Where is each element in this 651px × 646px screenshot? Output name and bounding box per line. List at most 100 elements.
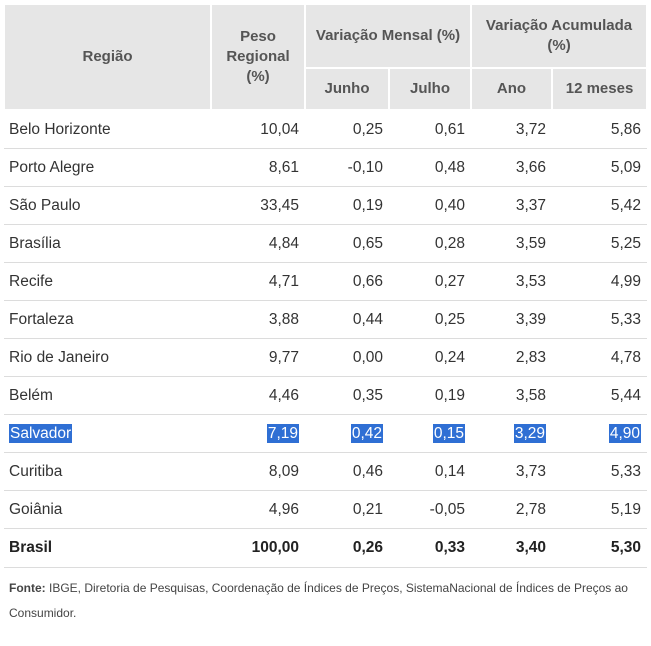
cell-junho: 0,44 (305, 300, 389, 339)
selected-text[interactable]: Salvador (9, 423, 73, 443)
cell-12-meses: 4,99 (552, 262, 648, 301)
cell-12-meses: 5,25 (552, 224, 648, 263)
cell-12-meses: 5,33 (552, 300, 648, 339)
cell-junho: 0,19 (305, 186, 389, 225)
cell-peso: 4,84 (211, 224, 305, 263)
cell-julho: 0,25 (389, 300, 472, 339)
table-row: Fortaleza 3,88 0,44 0,25 3,39 5,33 (4, 300, 648, 339)
cell-12-meses: 5,19 (552, 490, 648, 529)
cell-regiao: Brasília (4, 224, 211, 263)
cell-ano: 3,58 (471, 376, 553, 415)
cell-julho: 0,40 (389, 186, 472, 225)
cell-julho: 0,24 (389, 338, 472, 377)
cell-peso: 4,96 (211, 490, 305, 529)
cell-regiao: Recife (4, 262, 211, 301)
cell-junho: 0,66 (305, 262, 389, 301)
cell-ano: 3,66 (471, 148, 553, 187)
cell-regiao: Brasil (4, 528, 211, 568)
cell-julho: 0,33 (389, 528, 472, 568)
header-julho: Julho (387, 67, 473, 111)
header-variacao-mensal: Variação Mensal (%) (303, 3, 473, 69)
cell-12-meses: 5,30 (552, 528, 648, 568)
table-row-total: Brasil 100,00 0,26 0,33 3,40 5,30 (4, 528, 648, 568)
cell-junho: 0,65 (305, 224, 389, 263)
cell-julho[interactable]: 0,15 (389, 414, 472, 453)
selected-text[interactable]: 4,90 (608, 423, 642, 443)
table-row: São Paulo 33,45 0,19 0,40 3,37 5,42 (4, 186, 648, 225)
cell-peso[interactable]: 7,19 (211, 414, 305, 453)
cell-12-meses: 5,86 (552, 110, 648, 149)
cell-julho: 0,27 (389, 262, 472, 301)
selected-text[interactable]: 7,19 (266, 423, 299, 443)
cell-regiao: Rio de Janeiro (4, 338, 211, 377)
cell-junho: 0,26 (305, 528, 389, 568)
cell-peso: 8,61 (211, 148, 305, 187)
header-ano: Ano (470, 67, 554, 111)
cell-12-meses: 4,78 (552, 338, 648, 377)
table-row: Porto Alegre 8,61 -0,10 0,48 3,66 5,09 (4, 148, 648, 187)
cell-junho: 0,00 (305, 338, 389, 377)
cell-ano: 3,39 (471, 300, 553, 339)
table-body: Belo Horizonte 10,04 0,25 0,61 3,72 5,86… (4, 110, 648, 568)
header-12-meses: 12 meses (551, 67, 649, 111)
table-row: Goiânia 4,96 0,21 -0,05 2,78 5,19 (4, 490, 648, 529)
cell-regiao: Fortaleza (4, 300, 211, 339)
cell-ano: 3,72 (471, 110, 553, 149)
cell-ano: 3,59 (471, 224, 553, 263)
table-row: Brasília 4,84 0,65 0,28 3,59 5,25 (4, 224, 648, 263)
cell-regiao[interactable]: Salvador (4, 414, 211, 453)
cell-junho[interactable]: 0,42 (305, 414, 389, 453)
ipca-regional-table: Região Peso Regional (%) Variação Mensal… (3, 3, 649, 568)
cell-peso: 8,09 (211, 452, 305, 491)
cell-junho: 0,35 (305, 376, 389, 415)
source-label: Fonte: (9, 581, 46, 595)
cell-ano: 2,83 (471, 338, 553, 377)
selected-text[interactable]: 0,42 (350, 423, 383, 443)
source-text: IBGE, Diretoria de Pesquisas, Coordenaçã… (9, 581, 628, 620)
cell-julho: 0,19 (389, 376, 472, 415)
table-row-selected[interactable]: Salvador 7,19 0,42 0,15 3,29 4,90 (4, 414, 648, 453)
cell-ano: 2,78 (471, 490, 553, 529)
table-row: Belém 4,46 0,35 0,19 3,58 5,44 (4, 376, 648, 415)
cell-regiao: São Paulo (4, 186, 211, 225)
cell-ano: 3,40 (471, 528, 553, 568)
cell-junho: 0,25 (305, 110, 389, 149)
header-regiao: Região (3, 3, 212, 111)
table-row: Recife 4,71 0,66 0,27 3,53 4,99 (4, 262, 648, 301)
cell-regiao: Curitiba (4, 452, 211, 491)
source-note: Fonte: IBGE, Diretoria de Pesquisas, Coo… (3, 568, 646, 626)
cell-peso: 10,04 (211, 110, 305, 149)
cell-12-meses: 5,44 (552, 376, 648, 415)
cell-regiao: Belém (4, 376, 211, 415)
selected-text[interactable]: 0,15 (432, 423, 466, 443)
table-row: Curitiba 8,09 0,46 0,14 3,73 5,33 (4, 452, 648, 491)
cell-julho: 0,61 (389, 110, 472, 149)
cell-peso: 3,88 (211, 300, 305, 339)
cell-peso: 33,45 (211, 186, 305, 225)
cell-peso: 4,71 (211, 262, 305, 301)
cell-regiao: Belo Horizonte (4, 110, 211, 149)
table-row: Belo Horizonte 10,04 0,25 0,61 3,72 5,86 (4, 110, 648, 149)
header-junho: Junho (304, 67, 390, 111)
cell-julho: 0,14 (389, 452, 472, 491)
cell-12-meses: 5,33 (552, 452, 648, 491)
selected-text[interactable]: 3,29 (513, 423, 547, 443)
cell-ano[interactable]: 3,29 (471, 414, 553, 453)
table-row: Rio de Janeiro 9,77 0,00 0,24 2,83 4,78 (4, 338, 648, 377)
cell-ano: 3,37 (471, 186, 553, 225)
cell-junho: 0,21 (305, 490, 389, 529)
cell-peso: 100,00 (211, 528, 305, 568)
cell-peso: 4,46 (211, 376, 305, 415)
cell-peso: 9,77 (211, 338, 305, 377)
cell-ano: 3,73 (471, 452, 553, 491)
cell-12-meses[interactable]: 4,90 (552, 414, 648, 453)
cell-12-meses: 5,42 (552, 186, 648, 225)
cell-regiao: Porto Alegre (4, 148, 211, 187)
table-header: Região Peso Regional (%) Variação Mensal… (3, 3, 649, 111)
cell-junho: 0,46 (305, 452, 389, 491)
cell-12-meses: 5,09 (552, 148, 648, 187)
cell-julho: -0,05 (389, 490, 472, 529)
cell-regiao: Goiânia (4, 490, 211, 529)
header-peso: Peso Regional (%) (210, 3, 306, 111)
cell-julho: 0,48 (389, 148, 472, 187)
